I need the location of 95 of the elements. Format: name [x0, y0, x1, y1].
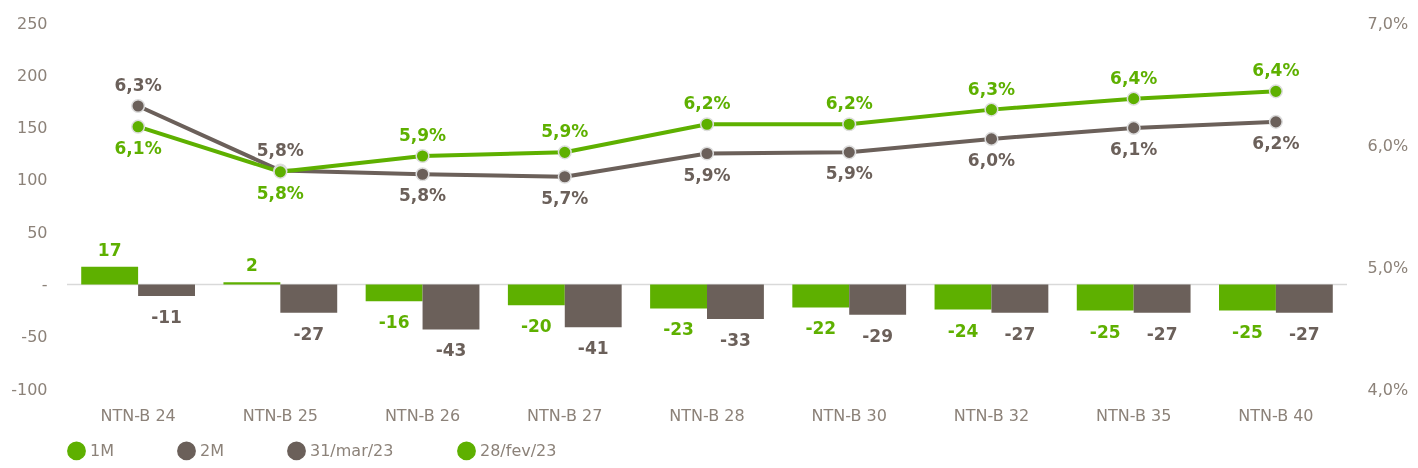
data-label: 17: [97, 239, 122, 260]
data-label: 5,9%: [825, 163, 873, 184]
bar: [223, 282, 281, 285]
bar: [507, 284, 565, 306]
data-label: 2: [245, 255, 258, 276]
data-label: 6,1%: [1110, 138, 1158, 159]
point: [699, 117, 715, 132]
data-label: 6,4%: [1252, 60, 1300, 81]
bar: [650, 284, 707, 309]
bar: [564, 284, 622, 328]
x-tick-label: NTN-B 24: [100, 405, 176, 425]
x-tick-label: NTN-B 26: [384, 405, 461, 425]
legend-label: 31/mar/23: [310, 440, 394, 460]
bar: [1133, 284, 1191, 313]
x-tick-label: NTN-B 25: [242, 405, 319, 425]
point: [699, 146, 715, 161]
legend-label: 2M: [200, 440, 224, 460]
point: [415, 148, 430, 164]
x-tick-label: NTN-B 30: [811, 405, 887, 425]
bar: [81, 266, 139, 285]
y-tick-label: 150: [16, 118, 48, 138]
x-tick-label: NTN-B 35: [1095, 405, 1172, 425]
data-label: -20: [520, 316, 552, 337]
data-label: -25: [1232, 321, 1263, 342]
data-label: -23: [663, 319, 694, 340]
point: [984, 102, 999, 117]
bar: [792, 284, 850, 308]
bar: [707, 284, 764, 319]
data-label: 5,9%: [541, 121, 589, 142]
point: [984, 131, 999, 146]
point: [557, 169, 572, 184]
data-label: -11: [151, 306, 182, 327]
bar: [849, 284, 907, 315]
data-label: 5,9%: [683, 164, 731, 185]
y2-tick-label: 6,0%: [1367, 135, 1409, 155]
x-tick-label: NTN-B 32: [953, 405, 1030, 425]
x-tick-label: NTN-B 27: [527, 405, 603, 425]
bar: [365, 284, 423, 302]
data-label: 5,9%: [398, 124, 447, 145]
data-label: 5,8%: [256, 182, 304, 203]
point: [1126, 120, 1141, 135]
bar: [1076, 284, 1134, 311]
legend-label: 1M: [90, 440, 114, 460]
data-label: 6,2%: [1252, 132, 1300, 153]
point: [131, 119, 146, 134]
data-label: -27: [293, 323, 325, 344]
y-tick-label: 200: [16, 65, 48, 85]
data-label: 6,4%: [1110, 67, 1158, 88]
point: [842, 145, 857, 160]
data-label: 6,0%: [967, 149, 1016, 170]
y-tick-label: 100: [16, 170, 48, 190]
point: [557, 145, 572, 160]
y-tick-label: -100: [11, 379, 48, 399]
x-tick-label: NTN-B 40: [1238, 405, 1314, 425]
y2-tick-label: 7,0%: [1367, 13, 1409, 33]
bar: [138, 284, 195, 296]
y2-tick-label: 5,0%: [1367, 257, 1409, 277]
data-label: -22: [805, 318, 837, 339]
y-tick-label: -: [41, 274, 48, 294]
bar: [280, 284, 338, 313]
point: [842, 117, 857, 132]
y-tick-label: 250: [16, 13, 48, 33]
point: [1268, 114, 1283, 129]
point: [131, 98, 146, 114]
bar: [1219, 284, 1276, 311]
point: [1268, 84, 1283, 99]
y-tick-label: -50: [21, 327, 48, 347]
data-label: 6,2%: [825, 93, 873, 114]
y-tick-label: 50: [27, 222, 48, 242]
data-label: -16: [378, 312, 410, 333]
data-label: -25: [1089, 321, 1121, 342]
point: [1126, 91, 1141, 106]
data-label: 5,8%: [256, 139, 304, 160]
data-label: 6,1%: [114, 137, 162, 158]
data-label: 5,7%: [541, 187, 589, 208]
bar: [1275, 284, 1333, 313]
data-label: -27: [1146, 323, 1178, 344]
data-label: -29: [862, 325, 894, 346]
data-label: 5,8%: [398, 185, 447, 206]
bar: [991, 284, 1049, 313]
data-label: -27: [1004, 323, 1036, 344]
data-label: -41: [577, 338, 609, 359]
data-label: -33: [720, 329, 751, 350]
bar: [934, 284, 992, 310]
data-label: -27: [1288, 323, 1320, 344]
x-tick-label: NTN-B 28: [669, 405, 745, 425]
data-label: 6,3%: [114, 74, 162, 95]
data-label: -24: [947, 320, 979, 341]
data-label: 6,3%: [967, 78, 1016, 99]
point: [415, 167, 430, 182]
y2-tick-label: 4,0%: [1367, 379, 1409, 399]
data-label: 6,2%: [683, 93, 731, 114]
data-label: -43: [435, 340, 467, 361]
bar: [422, 284, 480, 330]
legend-label: 28/fev/23: [480, 440, 557, 460]
